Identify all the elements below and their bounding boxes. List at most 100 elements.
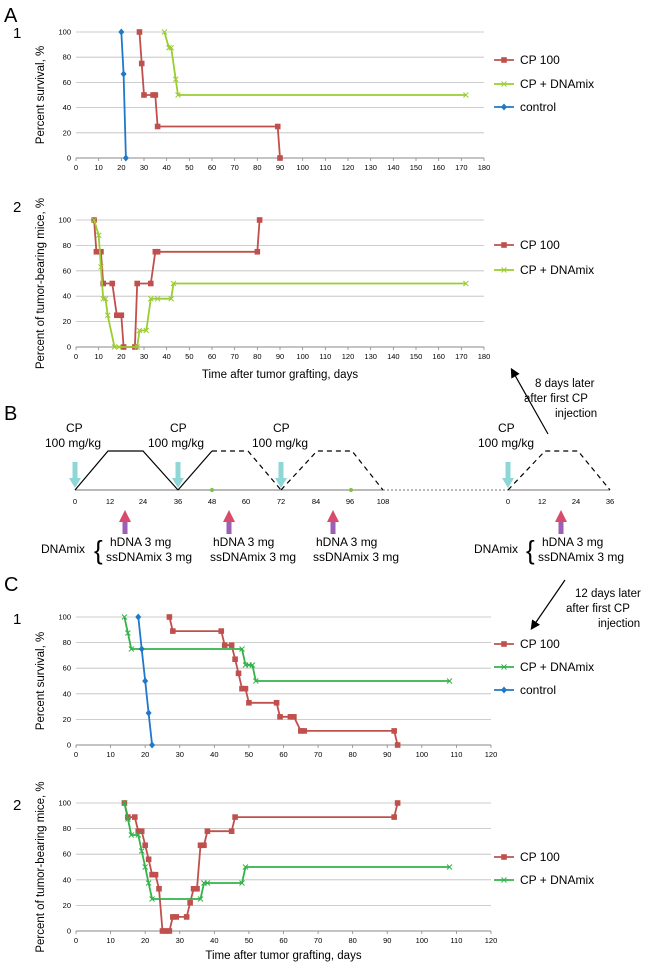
marker-square	[501, 641, 507, 647]
y-tick-label: 100	[58, 216, 71, 225]
legend-label: CP + DNAmix	[520, 77, 594, 91]
marker-square	[166, 928, 173, 934]
marker-square	[93, 248, 100, 255]
marker-square	[301, 728, 308, 734]
marker-square	[291, 714, 297, 720]
marker-square	[190, 885, 197, 892]
marker-diamond	[149, 741, 156, 749]
x-tick-label: 10	[94, 352, 102, 361]
brace: {	[94, 535, 103, 565]
marker-x	[125, 816, 131, 822]
y-tick-label: 40	[63, 875, 71, 884]
y-axis-label: Percent survival, %	[35, 46, 47, 144]
cp-dose: 100 mg/kg	[148, 436, 204, 450]
marker-x	[143, 327, 150, 334]
marker-square	[221, 642, 228, 648]
marker-x	[239, 880, 245, 886]
legend-item-control: control	[494, 100, 556, 114]
schedule-tick: 0	[506, 497, 510, 506]
marker-square	[239, 685, 245, 692]
x-tick-label: 50	[185, 163, 193, 172]
y-tick-label: 80	[63, 824, 71, 833]
marker-square	[277, 155, 283, 161]
y-axis-label: Percent of tumor-bearing mice, %	[35, 781, 47, 952]
marker-square	[297, 728, 304, 734]
marker-square	[173, 914, 180, 920]
cp-arrow	[69, 462, 81, 488]
x-tick-label: 80	[348, 750, 356, 759]
y-tick-label: 0	[67, 741, 71, 750]
marker-x	[168, 44, 175, 51]
cycle-2-dashed	[212, 450, 282, 491]
y-axis-label: Percent of tumor-bearing mice, %	[35, 198, 47, 369]
series-cp-100	[136, 29, 283, 161]
marker-x	[111, 344, 118, 350]
series-line	[163, 31, 466, 96]
marker-square	[152, 92, 159, 98]
x-tick-label: 60	[208, 352, 216, 361]
marker-x	[91, 217, 97, 223]
marker-x	[95, 232, 102, 239]
marker-square	[135, 828, 142, 834]
cp-label: CP	[66, 421, 83, 435]
x-tick-label: 90	[276, 352, 284, 361]
y-tick-label: 80	[63, 638, 71, 647]
legend-item-cp-100: CP 100	[494, 238, 560, 252]
cycle-4	[507, 450, 611, 491]
series-control	[135, 613, 156, 749]
marker-x	[249, 662, 256, 668]
x-tick-label: 110	[319, 352, 331, 361]
marker-square	[152, 871, 159, 878]
series-line	[93, 219, 466, 348]
legend-item-cp-dnamix: CP + DNAmix	[494, 263, 594, 277]
schedule-tick: 24	[139, 497, 147, 506]
series-cp-100	[121, 800, 401, 934]
cp-dose: 100 mg/kg	[45, 436, 101, 450]
sublabel: 2	[13, 199, 21, 216]
x-tick-label: 160	[432, 163, 445, 172]
legend-item-cp-dnamix: CP + DNAmix	[494, 77, 594, 91]
marker-square	[235, 670, 242, 677]
marker-square	[201, 842, 207, 849]
x-tick-label: 80	[348, 936, 356, 945]
marker-x	[116, 344, 122, 350]
legend-item-cp-100: CP 100	[494, 53, 560, 67]
schedule: CP 100 mg/kg CP 100 mg/kg CP 100 mg/kg C…	[41, 421, 624, 565]
legend-label: control	[520, 683, 556, 697]
dnamix-arrow	[223, 510, 235, 534]
y-tick-label: 60	[63, 664, 71, 673]
y-tick-label: 0	[67, 927, 71, 936]
marker-x	[154, 295, 161, 302]
x-tick-label: 100	[296, 352, 309, 361]
x-tick-label: 60	[279, 750, 287, 759]
marker-square	[154, 248, 161, 255]
x-tick-label: 70	[230, 163, 238, 172]
x-tick-label: 0	[74, 163, 78, 172]
marker-x	[145, 880, 152, 886]
marker-square	[194, 885, 200, 892]
marker-x	[125, 630, 131, 636]
ssdna-label: ssDNAmix 3 mg	[106, 550, 192, 564]
note-a-arrow	[510, 367, 549, 435]
x-tick-label: 0	[74, 750, 78, 759]
marker-square	[246, 699, 252, 706]
x-axis-label: Time after tumor grafting, days	[202, 369, 358, 381]
x-tick-label: 120	[485, 750, 498, 759]
marker-square	[149, 871, 155, 878]
marker-square	[118, 312, 125, 319]
x-tick-label: 180	[478, 352, 491, 361]
marker-square	[156, 885, 162, 892]
x-tick-label: 90	[276, 163, 284, 172]
schedule-tick: 36	[174, 497, 182, 506]
schedule-tick: 12	[106, 497, 114, 506]
x-tick-label: 110	[319, 163, 331, 172]
marker-x	[463, 280, 469, 287]
hdna-label: hDNA 3 mg	[110, 535, 171, 549]
legend-label: CP 100	[520, 238, 560, 252]
x-tick-label: 170	[455, 163, 468, 172]
x-tick-label: 80	[253, 352, 261, 361]
marker-diamond	[135, 613, 142, 621]
marker-x	[104, 312, 111, 319]
marker-diamond	[122, 154, 129, 162]
